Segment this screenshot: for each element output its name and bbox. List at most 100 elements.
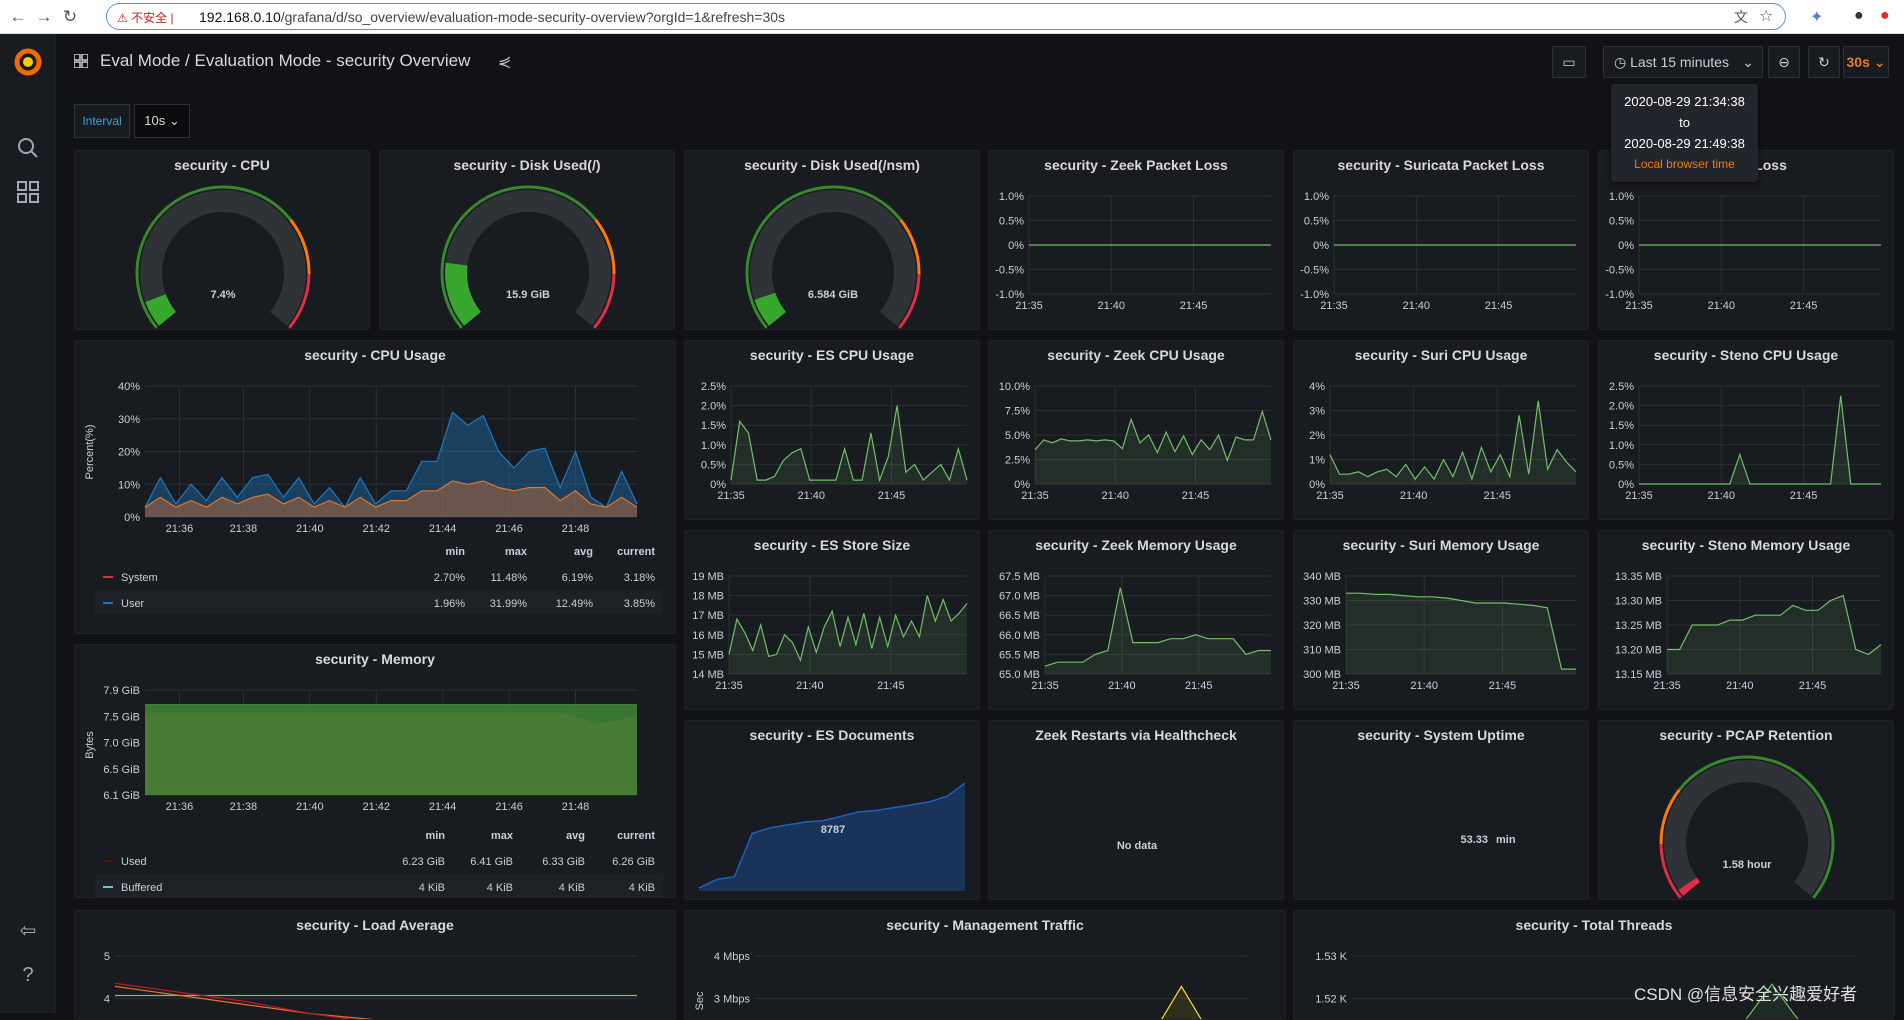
panel-title[interactable]: security - Suri Memory Usage xyxy=(1342,537,1540,553)
share-icon[interactable]: ⋞ xyxy=(498,54,512,71)
tv-mode-button[interactable]: ▭ xyxy=(1552,46,1586,78)
panel-title[interactable]: security - CPU Usage xyxy=(304,347,446,363)
panel-disk-root[interactable]: security - Disk Used(/) 15.9 GiB xyxy=(379,150,675,330)
panel-title[interactable]: Zeek Restarts via Healthcheck xyxy=(1035,727,1237,743)
x-tick-label: 21:45 xyxy=(1182,490,1210,502)
legend-header: avg xyxy=(574,546,593,558)
panel-steno-cpu[interactable]: security - Steno CPU Usage 2.5% 2.0% 1.5% 1.… xyxy=(1598,340,1894,520)
panel-svg: 13.35 MB 13.30 MB 13.25 MB 13.20 MB 13.15 MB… xyxy=(1615,571,1882,692)
panel-suri-cpu[interactable]: security - Suri CPU Usage 4% 3% 2% 1% 0% 21:35… xyxy=(1293,340,1589,520)
panel-zeek-restarts[interactable]: Zeek Restarts via Healthcheck No data xyxy=(988,720,1284,900)
panel-title[interactable]: security - Steno CPU Usage xyxy=(1653,347,1839,363)
forward-arrow-icon[interactable]: → xyxy=(35,7,53,26)
y-tick-label: 20% xyxy=(118,447,140,459)
panel-disk-nsm[interactable]: security - Disk Used(/nsm) 6.584 GiB xyxy=(684,150,980,330)
x-tick-label: 21:40 xyxy=(1708,300,1736,312)
sign-in-icon[interactable]: ⇦ xyxy=(19,920,37,942)
bookmark-star-icon[interactable]: ☆ xyxy=(1759,8,1774,25)
search-icon[interactable] xyxy=(16,137,40,161)
x-tick-label: 21:35 xyxy=(1320,300,1348,312)
uptime-value: 53.33 xyxy=(1460,834,1488,846)
series-area xyxy=(1330,400,1576,484)
panel-title[interactable]: security - Disk Used(/) xyxy=(453,157,601,173)
panel-title[interactable]: security - Steno Memory Usage xyxy=(1641,537,1851,553)
back-arrow-icon[interactable]: ← xyxy=(9,7,27,26)
x-tick-label: 21:46 xyxy=(495,801,523,813)
x-tick-label: 21:35 xyxy=(1332,680,1360,692)
panel-zeek-mem[interactable]: security - Zeek Memory Usage 67.5 MB 67.0 … xyxy=(988,530,1284,710)
chevron-down-icon: ⌄ xyxy=(1742,54,1754,70)
no-data-value: No data xyxy=(1117,840,1158,852)
panel-title[interactable]: security - PCAP Retention xyxy=(1659,727,1833,743)
help-icon[interactable]: ? xyxy=(22,964,34,986)
panel-es-store[interactable]: security - ES Store Size 19 MB 18 MB 17 MB 1… xyxy=(684,530,980,710)
y-tick-label: 40% xyxy=(118,381,140,393)
x-tick-label: 21:40 xyxy=(1410,680,1438,692)
panel-title[interactable]: security - Suri CPU Usage xyxy=(1354,347,1528,363)
y-axis-label: Percent(%) xyxy=(84,424,96,479)
panel-title[interactable]: security - Suricata Packet Loss xyxy=(1337,157,1545,173)
panel-zeek-loss[interactable]: security - Zeek Packet Loss 1.0% 0.5% 0% -0.… xyxy=(988,150,1284,330)
panel-title[interactable]: security - System Uptime xyxy=(1357,727,1525,743)
panel-mgmt[interactable]: security - Management Traffic 4 Mbps 3 Mbp… xyxy=(684,910,1286,1020)
refresh-interval-picker[interactable]: 30s ⌄ xyxy=(1843,46,1889,78)
series-line xyxy=(144,480,638,508)
extension-icon[interactable]: ✦ xyxy=(1810,9,1824,26)
insecure-warning[interactable]: ⚠ 不安全 | xyxy=(117,11,174,25)
x-tick-label: 21:35 xyxy=(1316,490,1344,502)
panel-title[interactable]: security - ES Documents xyxy=(749,727,915,743)
panel-cpu-usage[interactable]: security - CPU Usage 40% 30% 20% 10% 0% 21:36 2… xyxy=(74,340,676,634)
profile-avatar-icon[interactable]: ● xyxy=(1854,7,1864,24)
panel-title[interactable]: security - Disk Used(/nsm) xyxy=(744,157,920,173)
panel-steno-mem[interactable]: security - Steno Memory Usage 13.35 MB 13.… xyxy=(1598,530,1894,710)
legend-header: min xyxy=(425,830,445,842)
y-tick-label: 13.25 MB xyxy=(1615,620,1662,632)
dashboard-breadcrumb[interactable]: Eval Mode / Evaluation Mode - security O… xyxy=(100,51,471,70)
chrome-menu-icon[interactable]: ● xyxy=(1880,7,1890,24)
dashboards-icon[interactable] xyxy=(16,181,40,205)
panel-uptime[interactable]: security - System Uptime 53.33 min xyxy=(1293,720,1589,900)
series-line xyxy=(114,985,374,1019)
panel-load[interactable]: security - Load Average543 xyxy=(74,910,676,1020)
url-host: 192.168.0.10 xyxy=(199,9,281,25)
address-bar[interactable]: ⚠ 不安全 | 192.168.0.10/grafana/d/so_overvi… xyxy=(106,3,1786,30)
panel-title[interactable]: security - Total Threads xyxy=(1515,917,1673,933)
grafana-logo-icon[interactable] xyxy=(12,46,44,78)
panel-title[interactable]: security - CPU xyxy=(174,157,270,173)
panel-suri-mem[interactable]: security - Suri Memory Usage 340 MB 330 MB… xyxy=(1293,530,1589,710)
legend-value: 4 KiB xyxy=(487,882,513,894)
panel-title[interactable]: security - ES CPU Usage xyxy=(749,347,915,363)
y-tick-label: 0% xyxy=(1008,240,1024,252)
panel-title[interactable]: security - Load Average xyxy=(296,917,454,933)
panel-pcap[interactable]: security - PCAP Retention 1.58 hour xyxy=(1598,720,1894,900)
x-tick-label: 21:40 xyxy=(1108,680,1136,692)
panel-title[interactable]: security - Memory xyxy=(315,651,435,667)
x-tick-label: 21:45 xyxy=(1185,680,1213,692)
y-tick-label: 67.0 MB xyxy=(999,591,1040,603)
panel-title[interactable]: security - Zeek Packet Loss xyxy=(1044,157,1228,173)
series-line xyxy=(1639,395,1881,485)
panel-title[interactable]: security - Zeek Memory Usage xyxy=(1035,537,1237,553)
time-picker-button[interactable]: ◷ Last 15 minutes ⌄ xyxy=(1603,46,1763,78)
panel-title[interactable]: security - Zeek CPU Usage xyxy=(1047,347,1225,363)
legend-series-name: System xyxy=(121,572,158,584)
panel-memory[interactable]: security - Memory 7.9 GiB 7.5 GiB 7.0 GiB 6.… xyxy=(74,644,676,898)
zoom-out-button[interactable]: ⊖ xyxy=(1768,46,1800,78)
x-tick-label: 21:44 xyxy=(429,523,457,535)
panel-suri-loss[interactable]: security - Suricata Packet Loss 1.0% 0.5% 0… xyxy=(1293,150,1589,330)
x-tick-label: 21:35 xyxy=(1653,680,1681,692)
panel-es-docs[interactable]: security - ES Documents 8787 xyxy=(684,720,980,900)
panel-title[interactable]: security - ES Store Size xyxy=(753,537,911,553)
reload-icon[interactable]: ↻ xyxy=(62,7,78,26)
panel-es-cpu[interactable]: security - ES CPU Usage 2.5% 2.0% 1.5% 1.0% 0… xyxy=(684,340,980,520)
y-tick-label: 7.0 GiB xyxy=(103,738,140,750)
panel-zeek-cpu[interactable]: security - Zeek CPU Usage 10.0% 7.5% 5.0% 2.… xyxy=(988,340,1284,520)
y-tick-label: 6.5 GiB xyxy=(103,764,140,776)
translate-icon[interactable]: 文 xyxy=(1734,9,1748,25)
refresh-button[interactable]: ↻ xyxy=(1808,46,1840,78)
y-tick-label: 300 MB xyxy=(1303,669,1341,681)
interval-variable-select[interactable]: 10s ⌄ xyxy=(134,104,190,138)
panel-cpu[interactable]: security - CPU 7.4% xyxy=(74,150,370,330)
panel-title[interactable]: security - Management Traffic xyxy=(886,917,1084,933)
